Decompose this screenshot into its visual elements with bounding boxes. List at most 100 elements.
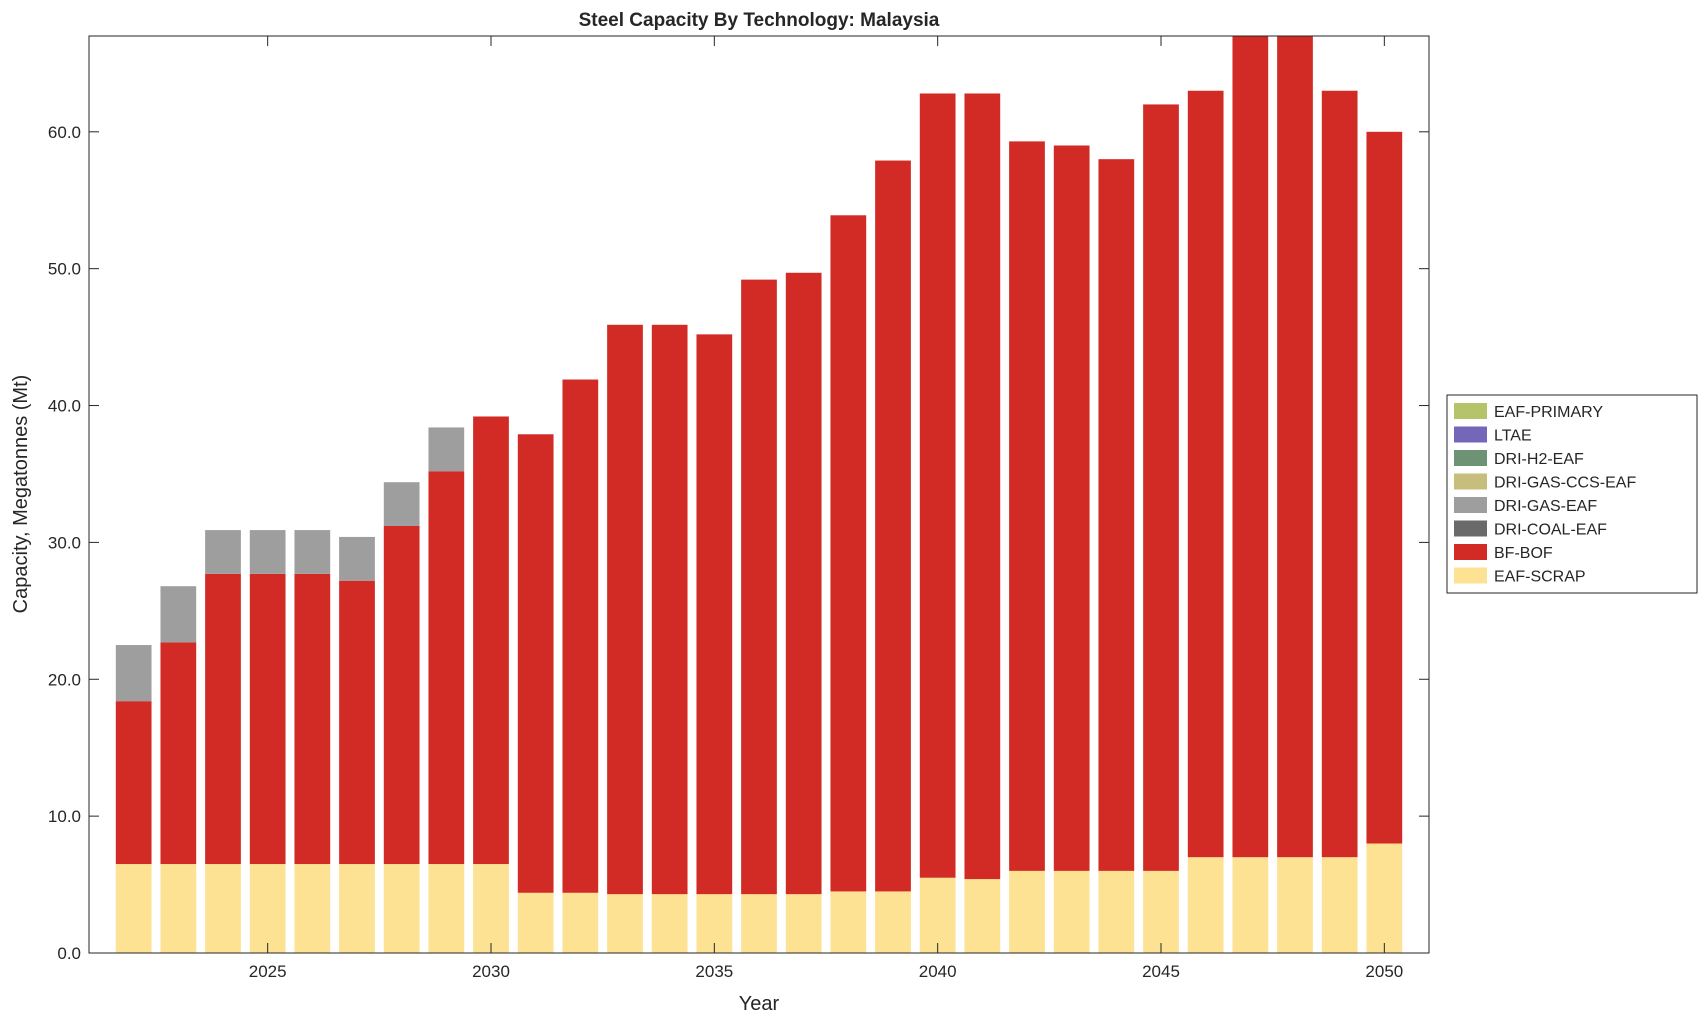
bar-bf-bof-2045 [1143,104,1179,871]
bar-bf-bof-2047 [1232,36,1269,858]
x-tick-label: 2045 [1142,962,1180,981]
bar-bf-bof-2023 [160,642,197,865]
legend: EAF-PRIMARY LTAE DRI-H2-EAF DRI-GAS-CCS-EAF… [1446,394,1698,594]
bar-eaf-scrap-2025 [249,864,286,953]
bar-bf-bof-2033 [607,324,643,895]
bar-bf-bof-2022 [115,701,152,865]
bar-eaf-scrap-2044 [1098,870,1135,953]
bar-bf-bof-2049 [1321,90,1358,858]
legend-swatch-dri-coal-eaf [1454,520,1487,537]
bar-eaf-scrap-2034 [651,894,688,953]
legend-swatch-ltae [1454,426,1487,443]
bar-bf-bof-2038 [830,215,867,892]
x-tick-label: 2050 [1365,962,1403,981]
x-tick-label: 2040 [919,962,957,981]
bar-eaf-scrap-2049 [1321,857,1358,953]
y-axis-label: Capacity, Megatonnes (Mt) [10,375,32,614]
legend-label-dri-gas-ccs-eaf: DRI-GAS-CCS-EAF [1494,475,1636,492]
legend-label-bf-bof: BF-BOF [1494,545,1553,562]
bar-bf-bof-2026 [294,573,331,865]
bar-eaf-scrap-2040 [919,877,956,953]
bar-dri-gas-eaf-2023 [160,586,197,643]
legend-swatch-bf-bof [1454,544,1487,560]
bar-bf-bof-2035 [696,334,733,895]
legend-swatch-eaf-primary [1454,403,1487,419]
bar-bf-bof-2028 [383,525,420,865]
bar-eaf-scrap-2029 [428,864,465,953]
plot-area-frame [88,35,1430,954]
bar-bf-bof-2029 [428,471,465,865]
bar-eaf-scrap-2026 [294,864,331,953]
bar-dri-gas-eaf-2026 [294,530,331,574]
bar-bf-bof-2031 [517,434,554,893]
bar-eaf-scrap-2031 [517,892,554,953]
x-axis-label: Year [739,993,780,1015]
bar-eaf-scrap-2041 [964,879,1001,953]
bar-eaf-scrap-2032 [562,892,599,953]
bar-dri-gas-eaf-2022 [115,645,152,702]
bar-eaf-scrap-2043 [1053,870,1090,953]
bar-bf-bof-2024 [205,573,241,865]
bar-eaf-scrap-2037 [785,894,822,953]
bar-bf-bof-2041 [964,93,1001,880]
bar-eaf-scrap-2030 [473,864,509,953]
legend-swatch-eaf-scrap [1454,567,1487,584]
y-tick-label: 50.0 [48,260,81,279]
bar-bf-bof-2025 [249,573,286,865]
y-tick-label: 30.0 [48,533,81,552]
bar-eaf-scrap-2023 [160,864,197,953]
bar-eaf-scrap-2024 [205,864,241,953]
bar-bf-bof-2043 [1053,145,1090,871]
bar-eaf-scrap-2033 [607,894,643,953]
y-tick-label: 10.0 [48,807,81,826]
bar-bf-bof-2044 [1098,159,1135,871]
bar-bf-bof-2040 [919,93,956,878]
legend-label-eaf-primary: EAF-PRIMARY [1494,404,1603,421]
y-tick-label: 60.0 [48,123,81,142]
y-tick-label: 0.0 [57,944,81,963]
legend-label-dri-h2-eaf: DRI-H2-EAF [1494,451,1584,468]
legend-swatch-dri-gas-eaf [1454,497,1487,513]
bar-bf-bof-2042 [1009,141,1045,871]
bar-eaf-scrap-2050 [1366,843,1403,953]
legend-label-dri-gas-eaf: DRI-GAS-EAF [1494,498,1597,515]
legend-swatch-dri-gas-ccs-eaf [1454,473,1487,490]
bar-eaf-scrap-2042 [1009,870,1045,953]
bar-eaf-scrap-2048 [1277,857,1313,953]
bar-dri-gas-eaf-2027 [339,536,375,581]
bar-dri-gas-eaf-2024 [205,530,241,574]
bar-bf-bof-2037 [785,272,822,895]
axis-ticks: 2025 2030 2035 2040 2045 2050 0.0 10.0 20.0 30.0 4… [48,36,1429,981]
legend-label-eaf-scrap: EAF-SCRAP [1494,569,1586,586]
x-tick-label: 2025 [249,962,287,981]
bar-eaf-scrap-2047 [1232,857,1269,953]
bar-eaf-scrap-2038 [830,891,867,953]
bar-bf-bof-2030 [473,416,509,865]
bar-eaf-scrap-2039 [875,891,911,953]
y-tick-label: 20.0 [48,670,81,689]
bar-dri-gas-eaf-2029 [428,427,465,472]
legend-swatch-dri-h2-eaf [1454,450,1487,466]
bar-eaf-scrap-2036 [741,894,777,953]
y-tick-label: 40.0 [48,397,81,416]
legend-label-ltae: LTAE [1494,428,1532,445]
bar-bf-bof-2050 [1366,131,1403,844]
bar-bf-bof-2032 [562,379,599,893]
bar-eaf-scrap-2045 [1143,870,1179,953]
x-tick-label: 2035 [695,962,733,981]
bar-eaf-scrap-2027 [339,864,375,953]
bars-group [115,36,1403,953]
bar-eaf-scrap-2022 [115,864,152,953]
legend-box [1446,394,1698,594]
legend-label-dri-coal-eaf: DRI-COAL-EAF [1494,522,1607,539]
bar-dri-gas-eaf-2025 [249,530,286,574]
bar-bf-bof-2027 [339,580,375,865]
bar-dri-gas-eaf-2028 [383,482,420,526]
bar-bf-bof-2039 [875,160,911,892]
bar-bf-bof-2048 [1277,36,1313,858]
x-tick-label: 2030 [472,962,510,981]
bar-eaf-scrap-2028 [383,864,420,953]
bar-bf-bof-2034 [651,324,688,895]
bar-bf-bof-2036 [741,279,777,895]
